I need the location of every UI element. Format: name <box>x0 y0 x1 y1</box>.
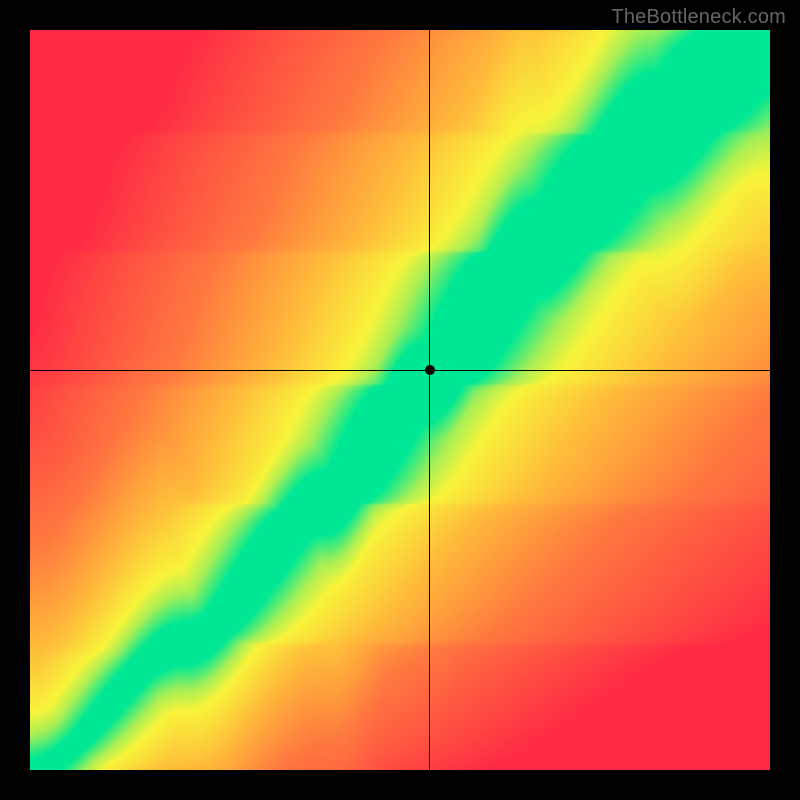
watermark-text: TheBottleneck.com <box>611 6 786 29</box>
chart-container: TheBottleneck.com <box>0 0 800 800</box>
crosshair-marker <box>425 365 435 375</box>
heatmap-canvas <box>30 30 770 770</box>
heatmap-plot <box>30 30 770 770</box>
